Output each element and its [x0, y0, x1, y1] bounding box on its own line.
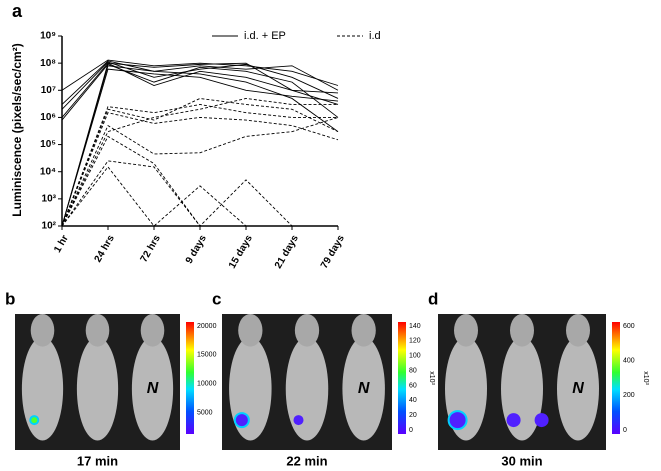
mouse-body	[131, 337, 174, 441]
x-tick-label: 15 days	[227, 233, 255, 271]
y-tick-label: 10⁵	[40, 139, 56, 150]
colorbar-tick: 80	[409, 367, 417, 374]
x-tick-label: 79 days	[319, 233, 347, 271]
y-tick-label: 10⁴	[40, 166, 56, 177]
signal	[506, 413, 521, 428]
legend-label: i.d	[369, 30, 381, 42]
colorbar-tick: 400	[623, 358, 635, 365]
mouse-body	[76, 337, 119, 441]
mouse-head	[294, 314, 320, 347]
data-line	[61, 104, 338, 227]
y-tick-label: 10⁶	[40, 112, 56, 123]
colorbar-tick: 140	[409, 323, 421, 330]
data-line	[61, 135, 293, 227]
mouse-head	[238, 314, 263, 347]
x-tick-label: 9 days	[184, 233, 209, 266]
colorbar-tick: 20	[409, 412, 417, 419]
data-line	[61, 61, 339, 110]
colorbar-tick: 100	[409, 353, 421, 360]
y-tick-label: 10³	[42, 193, 57, 204]
data-line	[61, 97, 339, 227]
colorbar-tick: 40	[409, 397, 417, 404]
panel-caption: 22 min	[286, 453, 327, 468]
data-line	[61, 62, 339, 227]
colorbar-tick: 200	[623, 392, 635, 399]
panel-caption: 17 min	[77, 453, 118, 468]
panel-label: a	[12, 1, 23, 21]
mouse-body	[229, 337, 272, 441]
x-tick-label: 1 hr	[52, 233, 71, 254]
mouse-head	[510, 314, 534, 347]
y-tick-label: 10²	[42, 221, 57, 232]
data-line	[61, 60, 339, 105]
mouse-head	[140, 314, 165, 347]
colorbar-tick: 600	[623, 323, 635, 330]
colorbar	[398, 322, 406, 434]
colorbar	[186, 322, 194, 434]
colorbar-tick: 5000	[197, 410, 213, 417]
mouse-head	[454, 314, 478, 347]
y-tick-label: 10⁸	[40, 58, 56, 69]
mouse-body	[285, 337, 329, 441]
panel-label: d	[428, 289, 438, 308]
control-marker: N	[572, 380, 584, 397]
mouse-body	[342, 337, 385, 441]
colorbar-tick: 10000	[197, 381, 217, 388]
panel-caption: 30 min	[501, 453, 542, 468]
chart: 10² 10³ 10⁴ 10⁵ 10⁶ 10⁷ 10⁸ 10⁹ 1 hr 24 hrs 72 hrs…	[40, 30, 381, 271]
signal	[534, 413, 549, 428]
mouse-head	[566, 314, 590, 347]
colorbar-unit: x10³	[642, 371, 649, 385]
data-line	[61, 112, 339, 227]
signal	[447, 410, 468, 431]
y-tick-label: 10⁷	[41, 85, 56, 96]
y-tick-label: 10⁹	[40, 31, 56, 42]
mouse-body	[557, 337, 599, 441]
data-line	[61, 116, 339, 227]
colorbar-tick: 0	[409, 427, 413, 434]
colorbar-tick: 60	[409, 382, 417, 389]
x-tick-label: 72 hrs	[139, 233, 163, 264]
data-line	[61, 59, 339, 91]
mouse-body	[21, 337, 64, 441]
colorbar-tick: 120	[409, 338, 421, 345]
data-line	[61, 68, 339, 227]
colorbar-tick: 15000	[197, 352, 217, 359]
data-line	[61, 160, 201, 227]
panel-label: b	[5, 289, 15, 308]
colorbar-tick: 20000	[197, 323, 217, 330]
y-axis-label: Luminiscence (pixels/sec/cm²)	[10, 43, 24, 216]
x-tick-label: 21 days	[273, 233, 301, 271]
signal	[233, 412, 250, 429]
colorbar	[612, 322, 620, 434]
data-line	[61, 65, 339, 227]
signal	[293, 415, 304, 426]
data-line	[61, 166, 247, 227]
control-marker: N	[358, 380, 370, 397]
colorbar-tick: 0	[623, 427, 627, 434]
signal	[29, 415, 40, 426]
panel-label: c	[212, 289, 221, 308]
mouse-head	[85, 314, 110, 347]
mouse-head	[351, 314, 376, 347]
control-marker: N	[147, 380, 159, 397]
colorbar-unit: x10³	[428, 371, 435, 385]
mouse-head	[30, 314, 55, 347]
x-tick-label: 24 hrs	[93, 233, 117, 264]
legend-label: i.d. + EP	[244, 30, 286, 42]
